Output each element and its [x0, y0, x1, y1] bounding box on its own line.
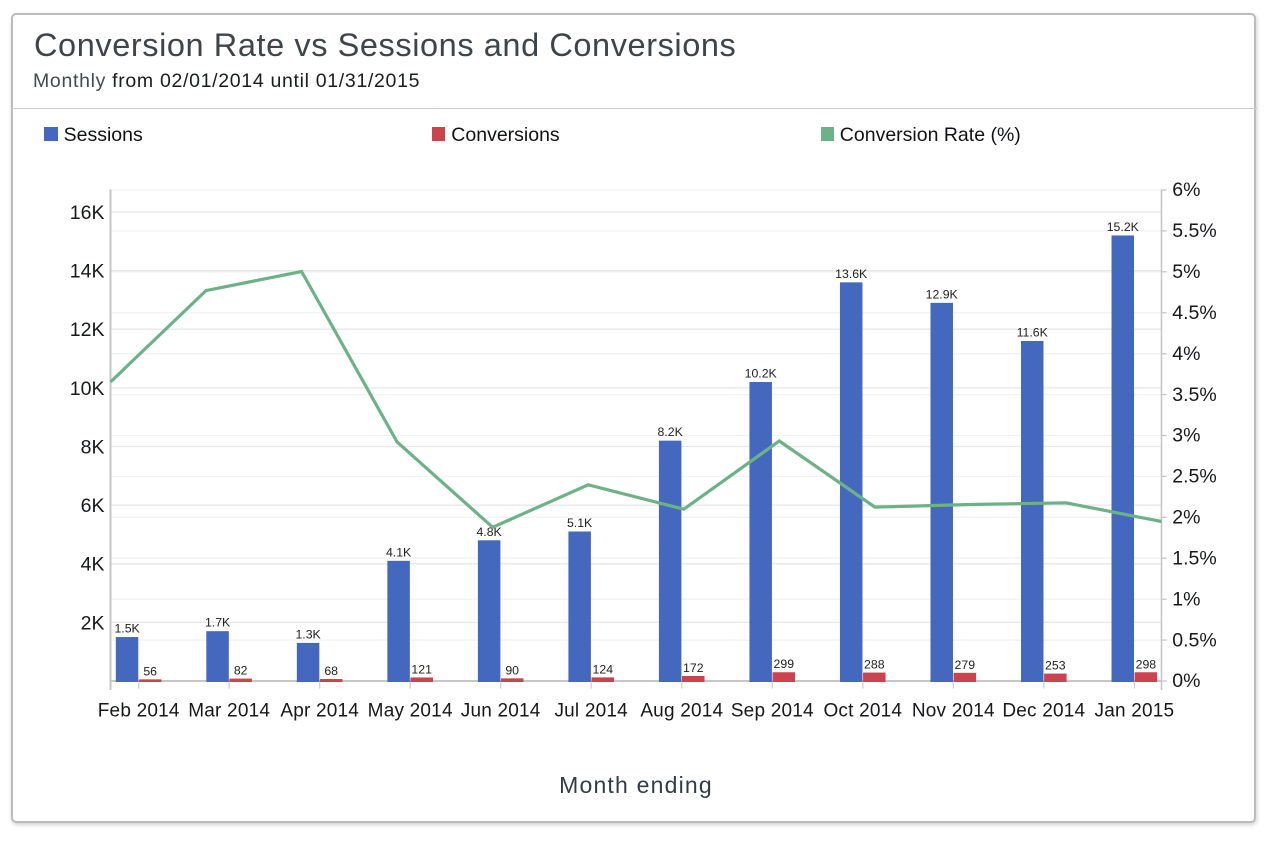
svg-text:1.5K: 1.5K	[114, 622, 140, 636]
svg-text:279: 279	[955, 658, 976, 672]
svg-text:2.5%: 2.5%	[1172, 466, 1216, 488]
svg-text:0%: 0%	[1172, 670, 1200, 692]
svg-text:2K: 2K	[81, 612, 105, 634]
svg-text:4.1K: 4.1K	[386, 545, 412, 559]
svg-text:4K: 4K	[81, 554, 105, 576]
svg-text:288: 288	[864, 658, 885, 672]
svg-text:56: 56	[143, 664, 157, 678]
svg-text:5.1K: 5.1K	[567, 516, 593, 530]
svg-text:82: 82	[234, 664, 248, 678]
svg-text:12K: 12K	[70, 319, 105, 341]
svg-text:298: 298	[1136, 657, 1157, 671]
svg-text:1.7K: 1.7K	[205, 616, 231, 630]
svg-text:10.2K: 10.2K	[745, 367, 778, 381]
svg-text:Jan 2015: Jan 2015	[1095, 700, 1175, 721]
svg-text:253: 253	[1045, 659, 1066, 673]
svg-text:12.9K: 12.9K	[926, 287, 959, 301]
svg-text:4%: 4%	[1172, 343, 1200, 365]
svg-text:124: 124	[593, 662, 614, 676]
svg-text:1%: 1%	[1172, 588, 1200, 610]
svg-text:6K: 6K	[81, 495, 105, 517]
svg-text:5.5%: 5.5%	[1172, 220, 1216, 242]
svg-text:Jul 2014: Jul 2014	[554, 700, 628, 721]
svg-text:1.3K: 1.3K	[295, 627, 321, 641]
svg-text:11.6K: 11.6K	[1017, 326, 1049, 340]
svg-text:Feb 2014: Feb 2014	[98, 700, 180, 721]
svg-text:Mar 2014: Mar 2014	[188, 700, 270, 721]
svg-text:Nov 2014: Nov 2014	[912, 700, 995, 721]
svg-text:1.5%: 1.5%	[1172, 548, 1216, 570]
svg-text:10K: 10K	[70, 378, 105, 400]
svg-text:172: 172	[683, 661, 704, 675]
svg-text:8.2K: 8.2K	[658, 425, 684, 439]
svg-text:121: 121	[411, 663, 432, 677]
svg-text:Apr 2014: Apr 2014	[280, 700, 359, 721]
svg-text:14K: 14K	[70, 261, 105, 283]
svg-text:Sep 2014: Sep 2014	[731, 700, 814, 721]
svg-text:5%: 5%	[1172, 261, 1200, 283]
svg-text:Oct 2014: Oct 2014	[823, 700, 902, 721]
svg-text:3%: 3%	[1172, 425, 1200, 447]
svg-text:15.2K: 15.2K	[1107, 220, 1140, 234]
svg-text:68: 68	[324, 664, 338, 678]
svg-text:0.5%: 0.5%	[1172, 629, 1216, 651]
svg-text:13.6K: 13.6K	[835, 267, 868, 281]
svg-text:3.5%: 3.5%	[1172, 384, 1216, 406]
svg-text:4.8K: 4.8K	[476, 525, 502, 539]
svg-text:8K: 8K	[81, 436, 105, 458]
svg-text:16K: 16K	[70, 202, 105, 224]
svg-text:May 2014: May 2014	[368, 700, 453, 721]
svg-text:6%: 6%	[1172, 179, 1200, 201]
svg-text:299: 299	[774, 657, 795, 671]
svg-text:4.5%: 4.5%	[1172, 302, 1216, 324]
svg-text:Dec 2014: Dec 2014	[1002, 700, 1085, 721]
svg-text:Jun 2014: Jun 2014	[461, 700, 541, 721]
svg-text:90: 90	[505, 663, 519, 677]
svg-text:2%: 2%	[1172, 507, 1200, 529]
svg-text:Aug 2014: Aug 2014	[640, 700, 723, 721]
